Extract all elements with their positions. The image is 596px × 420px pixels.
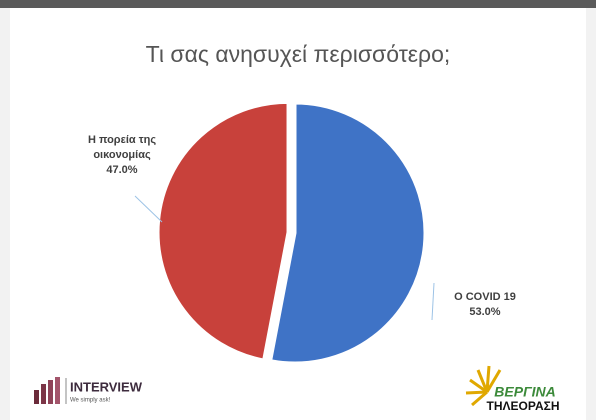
slice-value: 53.0% bbox=[469, 306, 501, 318]
logo-subtext: ΤΗΛΕΟΡΑΣΗ bbox=[487, 399, 560, 413]
logo-bar bbox=[55, 377, 60, 404]
logo-text: INTERVIEW bbox=[70, 379, 143, 394]
slice-value: 47.0% bbox=[106, 164, 138, 176]
chart-title: Τι σας ανησυχεί περισσότερο; bbox=[146, 41, 451, 67]
pie-slice bbox=[156, 100, 290, 362]
logo-text: ΒΕΡΓΙΝΑ bbox=[494, 384, 555, 400]
frame-top bbox=[0, 0, 596, 8]
leader-line bbox=[134, 195, 163, 223]
interview-logo: INTERVIEW We simply ask! bbox=[34, 377, 143, 404]
logo-bar bbox=[48, 380, 53, 404]
vergina-logo: ΒΕΡΓΙΝΑ ΤΗΛΕΟΡΑΣΗ bbox=[465, 365, 560, 413]
pie-slice bbox=[268, 101, 427, 365]
slice-label: Η πορεία της οικονομίας bbox=[87, 134, 157, 161]
slice-label: Ο COVID 19 bbox=[454, 291, 516, 303]
logo-bar bbox=[41, 384, 46, 404]
frame-right bbox=[586, 8, 596, 420]
frame-left bbox=[0, 8, 10, 420]
pie bbox=[156, 100, 427, 365]
sun-rays bbox=[465, 365, 502, 407]
leader-line bbox=[431, 282, 435, 321]
logo-slogan: We simply ask! bbox=[70, 398, 111, 404]
logo-bar bbox=[34, 390, 39, 404]
